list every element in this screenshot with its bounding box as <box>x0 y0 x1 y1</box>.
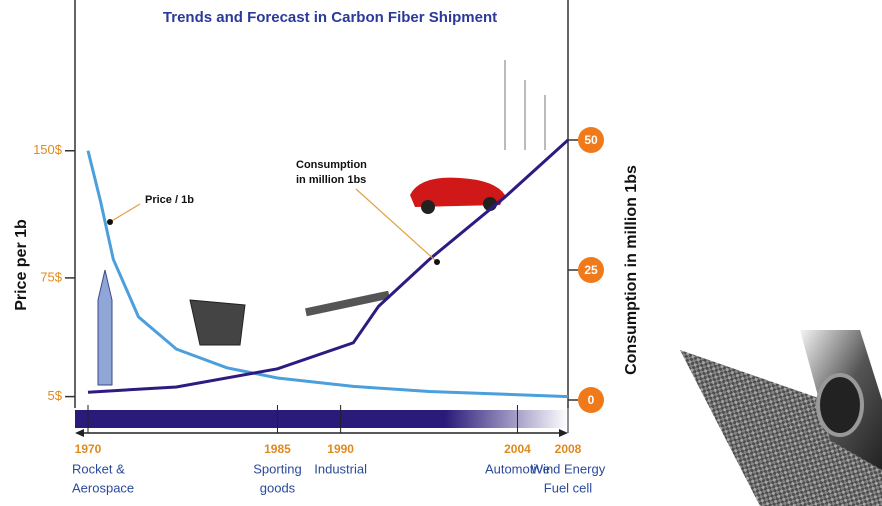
chart-title: Trends and Forecast in Carbon Fiber Ship… <box>163 9 497 26</box>
illustrations <box>98 60 882 506</box>
timeline-bar <box>75 410 568 428</box>
era-label: Aerospace <box>72 480 134 495</box>
y-tick-label: 5$ <box>48 388 63 403</box>
chart: Trends and Forecast in Carbon Fiber Ship… <box>0 0 882 506</box>
x-tick-label: 2008 <box>555 442 582 456</box>
y-axis-label: Price per 1b <box>13 219 30 311</box>
x-tick-label: 1985 <box>264 442 291 456</box>
y2-tick-label: 50 <box>584 133 598 147</box>
y2-tick-label: 0 <box>588 393 595 407</box>
annotation-pointer-head <box>107 219 113 225</box>
annotation: Consumption <box>296 159 367 171</box>
era-label: Wind Energy <box>531 461 606 476</box>
y-tick-label: 150$ <box>33 142 63 157</box>
y2-axis-label: Consumption in million 1bs <box>623 165 640 375</box>
annotation-pointer-head <box>434 259 440 265</box>
annotation: Price / 1b <box>145 194 194 206</box>
x-tick-label: 2004 <box>504 442 531 456</box>
x-tick-label: 1990 <box>327 442 354 456</box>
era-label: Industrial <box>314 461 367 476</box>
era-label: Fuel cell <box>544 480 593 495</box>
annotation: in million 1bs <box>296 174 366 186</box>
y2-tick-label: 25 <box>584 263 598 277</box>
era-label: goods <box>260 480 296 495</box>
x-tick-label: 1970 <box>75 442 102 456</box>
era-label: Rocket & <box>72 461 125 476</box>
era-label: Sporting <box>253 461 301 476</box>
annotation-pointer <box>110 204 140 222</box>
y-tick-label: 75$ <box>40 269 62 284</box>
